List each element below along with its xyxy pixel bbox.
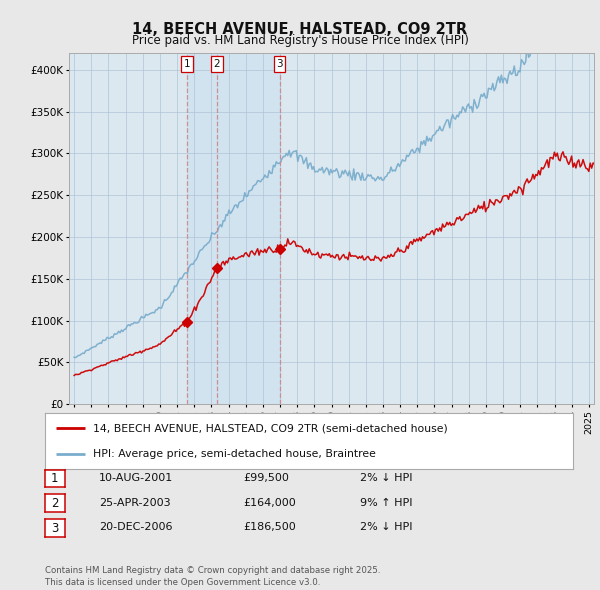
Text: 1: 1 — [184, 59, 191, 69]
Text: £186,500: £186,500 — [243, 523, 296, 532]
Text: 14, BEECH AVENUE, HALSTEAD, CO9 2TR: 14, BEECH AVENUE, HALSTEAD, CO9 2TR — [133, 22, 467, 37]
Text: 2% ↓ HPI: 2% ↓ HPI — [360, 473, 413, 483]
Text: 2: 2 — [214, 59, 220, 69]
Bar — [217, 53, 280, 404]
Text: Price paid vs. HM Land Registry's House Price Index (HPI): Price paid vs. HM Land Registry's House … — [131, 34, 469, 47]
Text: 2: 2 — [51, 497, 59, 510]
Text: 2% ↓ HPI: 2% ↓ HPI — [360, 523, 413, 532]
Text: 9% ↑ HPI: 9% ↑ HPI — [360, 498, 413, 507]
Text: Contains HM Land Registry data © Crown copyright and database right 2025.
This d: Contains HM Land Registry data © Crown c… — [45, 566, 380, 587]
Text: £99,500: £99,500 — [243, 473, 289, 483]
Text: HPI: Average price, semi-detached house, Braintree: HPI: Average price, semi-detached house,… — [92, 449, 376, 459]
Text: 20-DEC-2006: 20-DEC-2006 — [99, 523, 173, 532]
Text: 14, BEECH AVENUE, HALSTEAD, CO9 2TR (semi-detached house): 14, BEECH AVENUE, HALSTEAD, CO9 2TR (sem… — [92, 423, 447, 433]
Text: 3: 3 — [276, 59, 283, 69]
Text: 25-APR-2003: 25-APR-2003 — [99, 498, 170, 507]
Bar — [187, 53, 217, 404]
Text: 3: 3 — [51, 522, 59, 535]
Text: 1: 1 — [51, 472, 59, 485]
Text: 10-AUG-2001: 10-AUG-2001 — [99, 473, 173, 483]
Text: £164,000: £164,000 — [243, 498, 296, 507]
